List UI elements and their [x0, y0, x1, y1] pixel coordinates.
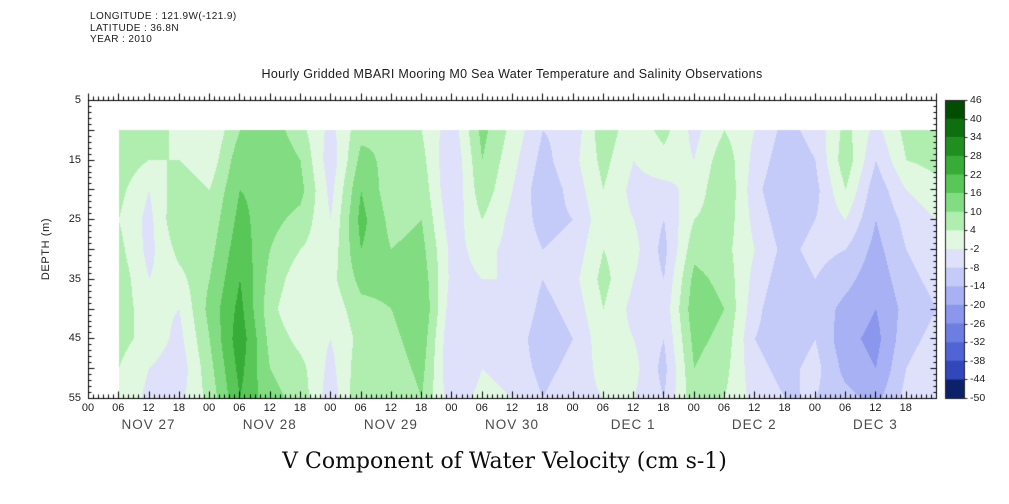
y-tick-label: 5 [74, 94, 81, 106]
date-label: DEC 2 [731, 417, 777, 432]
y-tick-label: 35 [68, 272, 81, 285]
latitude-label: LATITUDE : 36.8N [90, 22, 180, 34]
header-info: LONGITUDE : 121.9W(-121.9) LATITUDE : 36… [90, 11, 237, 46]
x-tick-label: 00 [81, 402, 95, 414]
footer-title: V Component of Water Velocity (cm s-1) [282, 449, 727, 474]
date-label: NOV 29 [363, 417, 418, 432]
colorbar-tick-label: -50 [970, 392, 986, 404]
x-tick-label: 06 [112, 402, 125, 414]
x-tick-label: 18 [536, 402, 549, 414]
colorbar-tick-label: -44 [970, 373, 986, 386]
x-tick-label: 12 [627, 402, 640, 414]
chart-title: Hourly Gridded MBARI Mooring M0 Sea Wate… [261, 67, 763, 81]
x-tick-label: 12 [384, 402, 397, 414]
colorbar-tick-label: -20 [970, 298, 986, 311]
x-tick-label: 18 [415, 402, 428, 414]
x-tick-label: 00 [324, 402, 337, 414]
x-tick-label: 18 [293, 402, 307, 414]
colorbar-tick-label: 4 [970, 224, 976, 237]
y-tick-label: 15 [68, 153, 81, 166]
colorbar-tick-label: -38 [970, 354, 986, 367]
date-label: NOV 28 [242, 417, 297, 432]
x-tick-label: 06 [354, 402, 367, 414]
y-tick-label: 25 [68, 213, 81, 226]
x-tick-label: 06 [475, 402, 488, 414]
colorbar-tick-label: 28 [970, 149, 982, 162]
x-tick-label: 18 [172, 402, 185, 414]
colorbar-tick-label: 22 [970, 168, 982, 181]
x-tick-label: 12 [748, 402, 761, 414]
x-tick-label: 12 [142, 402, 155, 414]
date-label: NOV 30 [484, 417, 540, 432]
x-tick-label: 12 [263, 402, 276, 414]
colorbar-tick-label: 46 [970, 94, 982, 106]
colorbar-tick-label: 40 [970, 112, 982, 125]
longitude-label: LONGITUDE : 121.9W(-121.9) [90, 11, 237, 22]
date-label: DEC 1 [610, 417, 656, 432]
x-tick-label: 06 [596, 402, 609, 414]
colorbar-tick-label: 16 [970, 187, 982, 200]
x-tick-label: 00 [445, 402, 458, 414]
colorbar-tick-label: -26 [970, 317, 986, 330]
y-tick-label: 55 [68, 392, 81, 404]
x-tick-label: 00 [566, 402, 579, 414]
colorbar-tick-label: -32 [970, 336, 986, 349]
x-tick-label: 12 [869, 402, 882, 414]
colorbar-tick-label: 34 [970, 131, 982, 144]
x-tick-label: 00 [203, 402, 216, 414]
x-tick-label: 06 [717, 402, 731, 414]
date-label: NOV 27 [121, 417, 176, 432]
y-tick-label: 45 [68, 332, 81, 345]
year-label: YEAR : 2010 [90, 34, 153, 45]
colorbar-tick-label: -8 [970, 261, 980, 274]
colorbar-tick-label: -14 [970, 280, 986, 293]
x-tick-label: 18 [657, 402, 670, 414]
colorbar-tick-label: 10 [970, 205, 982, 218]
colorbar-tick-label: -2 [970, 243, 980, 255]
x-tick-label: 06 [233, 402, 246, 414]
y-axis-label: DEPTH (m) [40, 217, 52, 281]
x-tick-label: 00 [808, 402, 821, 414]
x-tick-label: 18 [778, 402, 791, 414]
x-tick-label: 00 [687, 402, 700, 414]
x-tick-label: 12 [505, 402, 519, 414]
date-label: DEC 3 [853, 417, 898, 432]
x-tick-label: 18 [899, 402, 912, 414]
x-tick-label: 06 [839, 402, 852, 414]
